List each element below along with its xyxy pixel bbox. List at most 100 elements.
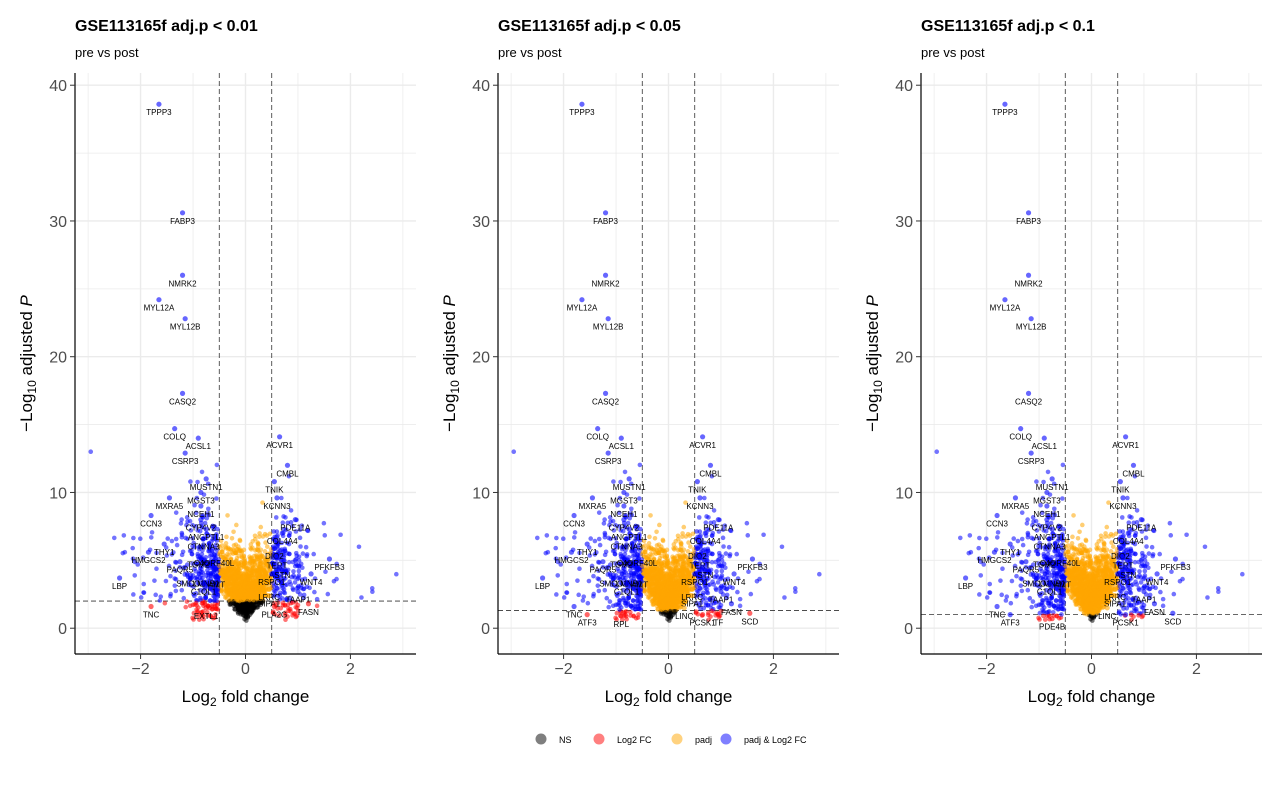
gene-label: COLQ xyxy=(163,433,186,442)
data-point xyxy=(214,496,219,501)
data-point xyxy=(604,595,610,601)
labeled-gene-point xyxy=(700,434,706,440)
data-point xyxy=(667,618,672,623)
gene-label: CASQ2 xyxy=(169,397,197,406)
gene-label: CSRP3 xyxy=(595,457,622,466)
x-tick-label: −2 xyxy=(131,661,149,678)
data-point xyxy=(602,517,607,522)
labeled-gene-point xyxy=(305,601,312,607)
data-point xyxy=(656,550,662,556)
gene-label: CMBL xyxy=(699,469,722,478)
gene-label: RPL xyxy=(614,620,630,629)
labeled-gene-point xyxy=(692,571,698,577)
data-point xyxy=(130,545,136,551)
gene-label: TNC xyxy=(143,610,160,619)
gene-label: HMGCS2 xyxy=(131,556,166,565)
data-point xyxy=(669,585,674,590)
data-point xyxy=(131,592,136,597)
data-point xyxy=(726,544,732,550)
data-point xyxy=(709,551,715,557)
gene-label: ACVR1 xyxy=(689,441,716,450)
gene-label: CTNNA3 xyxy=(611,543,644,552)
data-point xyxy=(649,581,655,586)
labeled-gene-point xyxy=(200,580,207,587)
gene-label: TERT xyxy=(267,562,288,571)
data-point xyxy=(667,574,672,580)
gene-label: CTNNA3 xyxy=(188,543,221,552)
labeled-gene-point xyxy=(284,462,291,468)
data-point xyxy=(255,541,261,547)
points-layer xyxy=(511,449,822,623)
data-point xyxy=(217,551,222,557)
data-point xyxy=(640,551,645,557)
labeled-gene-point xyxy=(203,572,209,578)
data-point xyxy=(779,544,785,550)
y-tick-label: 0 xyxy=(481,621,490,638)
data-point xyxy=(555,573,561,578)
data-point xyxy=(228,591,234,596)
gene-label: TPPP3 xyxy=(569,108,595,117)
data-point xyxy=(246,585,251,590)
data-point xyxy=(298,561,304,567)
data-point xyxy=(705,612,711,618)
data-point xyxy=(676,548,681,553)
data-point xyxy=(169,538,175,544)
data-point xyxy=(602,587,608,593)
data-point xyxy=(242,558,247,564)
data-point xyxy=(666,601,672,606)
gene-label: PDE11A xyxy=(280,524,311,533)
gene-label: C4ORF40L xyxy=(194,559,235,568)
data-point xyxy=(236,567,242,572)
labeled-gene-point xyxy=(715,517,721,523)
data-point xyxy=(258,555,264,560)
data-point xyxy=(659,567,665,572)
data-point xyxy=(644,571,649,577)
data-point xyxy=(720,535,726,541)
data-point xyxy=(657,522,662,528)
labeled-gene-point xyxy=(182,450,188,456)
data-point xyxy=(545,549,551,555)
data-point xyxy=(713,586,719,591)
data-point xyxy=(199,573,204,578)
gene-label: CYP4V2 xyxy=(609,524,640,533)
data-point xyxy=(325,591,331,597)
data-point xyxy=(660,603,666,609)
labeled-gene-point xyxy=(731,571,737,577)
data-point xyxy=(703,596,708,601)
gene-label: MYL12B xyxy=(593,323,624,332)
gene-label: WNT4 xyxy=(300,578,323,587)
gene-label: HMGCS2 xyxy=(554,556,589,565)
data-point xyxy=(554,592,559,597)
data-point xyxy=(281,514,286,519)
data-point xyxy=(244,574,249,580)
data-point xyxy=(572,530,578,535)
data-point xyxy=(592,538,598,544)
gene-label: MYL12A xyxy=(144,304,175,313)
data-point xyxy=(646,545,652,551)
labeled-gene-point xyxy=(116,575,123,581)
data-point xyxy=(231,529,236,535)
labeled-gene-point xyxy=(179,210,186,216)
data-point xyxy=(232,586,237,591)
labeled-gene-point xyxy=(697,495,703,501)
data-point xyxy=(580,598,586,603)
data-point xyxy=(174,542,180,548)
data-point xyxy=(291,569,296,574)
gene-label: FABP3 xyxy=(593,217,618,226)
data-point xyxy=(304,553,310,559)
labeled-gene-point xyxy=(211,552,217,558)
data-point xyxy=(709,608,714,614)
points-layer xyxy=(934,449,1245,623)
labeled-gene-point xyxy=(195,435,201,441)
data-point xyxy=(237,537,243,543)
labeled-gene-point xyxy=(274,495,280,501)
data-point xyxy=(233,596,239,602)
x-tick-label: 0 xyxy=(241,661,250,678)
data-point xyxy=(693,610,699,616)
data-point xyxy=(321,520,327,526)
x-tick-label: 0 xyxy=(664,661,673,678)
labeled-gene-point xyxy=(747,610,753,616)
data-point xyxy=(262,549,268,554)
data-point xyxy=(564,581,570,587)
data-point xyxy=(214,462,220,468)
